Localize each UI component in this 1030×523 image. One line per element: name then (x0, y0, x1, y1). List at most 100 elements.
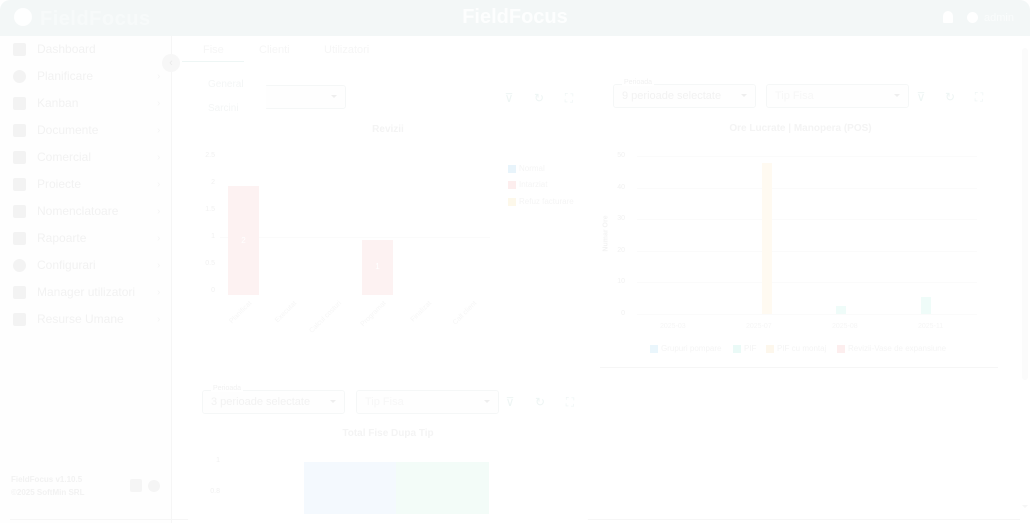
chevron-right-icon: › (157, 97, 161, 109)
tab-utilizatori[interactable]: Utilizatori (324, 44, 370, 56)
x-tick: Finalizat (409, 300, 433, 324)
revizii-type-select[interactable] (264, 85, 346, 109)
bar-type-2[interactable] (396, 462, 489, 514)
perioada-select[interactable]: Perioada 9 perioade selectate (613, 79, 756, 108)
chevron-right-icon: › (157, 313, 161, 325)
filter-off-icon[interactable]: ⊽ (504, 91, 514, 105)
perioada-select[interactable]: Perioada 3 perioade selectate (202, 385, 345, 414)
ore-lucrate-card: Perioada 9 perioade selectate Tip Fisa ⊽… (603, 70, 998, 366)
docs-icon[interactable] (130, 479, 142, 492)
legend-item-revizii-vase[interactable]: Revizii-Vase de expansiune (837, 344, 946, 353)
sidebar-item-kanban[interactable]: Kanban › (0, 90, 172, 116)
tab-fise[interactable]: Fise (203, 44, 224, 56)
legend-swatch (508, 197, 516, 206)
legend-item-pif-cu-montaj[interactable]: PIF cu montaj (766, 344, 826, 353)
user-name[interactable]: admin (984, 12, 1014, 24)
chevron-right-icon: › (157, 286, 161, 298)
invoice-icon (13, 151, 26, 164)
y-tick: 0.8 (210, 488, 220, 495)
menu-item-general[interactable]: General (208, 79, 244, 90)
tip-fisa-select[interactable]: Tip Fisa (766, 84, 909, 108)
y-tick: 30 (617, 215, 625, 222)
bar-planificat-intarziat[interactable]: 2 (228, 186, 259, 295)
sidebar-item-documente[interactable]: Documente › (0, 117, 172, 143)
collapse-sidebar-button[interactable]: ‹ (162, 54, 180, 72)
active-tab-indicator (182, 61, 244, 62)
sidebar-item-label: Kanban (37, 96, 79, 110)
sidebar-item-planificare[interactable]: Planificare › (0, 63, 172, 89)
top-bar: FieldFocus FieldFocus admin (0, 0, 1030, 36)
chevron-down-icon (484, 400, 490, 403)
x-tick: 2025-08 (832, 323, 858, 330)
fullscreen-icon[interactable]: ⛶ (564, 91, 574, 105)
legend-item-refuz-facturare[interactable]: Refuz facturare (508, 197, 574, 206)
filter-off-icon[interactable]: ⊽ (916, 90, 926, 104)
bar-chart-icon (13, 232, 26, 245)
sidebar-item-nomenclatoare[interactable]: Nomenclatoare › (0, 198, 172, 224)
app-title: FieldFocus (462, 6, 568, 28)
sidebar-item-label: Proiecte (37, 177, 82, 191)
fullscreen-icon[interactable]: ⛶ (565, 395, 575, 409)
sidebar-item-resurse-umane[interactable]: Resurse Umane › (0, 306, 172, 332)
sidebar-item-dashboard[interactable]: Dashboard (0, 36, 172, 62)
sidebar-item-rapoarte[interactable]: Rapoarte › (0, 225, 172, 251)
chevron-right-icon: › (157, 259, 161, 271)
bar-2025-11-pif[interactable] (921, 297, 931, 314)
team-icon (13, 313, 26, 326)
sidebar-item-manager-utilizatori[interactable]: Manager utilizatori › (0, 279, 172, 305)
user-avatar-icon[interactable] (967, 12, 978, 23)
chevron-right-icon: › (157, 151, 161, 163)
bell-icon[interactable] (943, 11, 953, 23)
y-tick: 40 (617, 184, 625, 191)
x-tick: Executat (273, 300, 298, 325)
chart-title: Revizii (372, 124, 404, 135)
y-tick: 1 (211, 233, 215, 240)
sidebar: Dashboard Planificare › Kanban › Documen… (0, 36, 172, 523)
bar-programat-intarziat[interactable]: 1 (362, 240, 393, 295)
legend-item-pif[interactable]: PIF (733, 344, 756, 353)
page-scrollbar[interactable] (1022, 48, 1028, 380)
tip-fisa-select[interactable]: Tip Fisa (356, 390, 499, 414)
refresh-icon[interactable]: ↻ (534, 395, 546, 409)
tab-clienti[interactable]: Clienti (259, 44, 290, 56)
gridline (637, 314, 977, 315)
sidebar-item-proiecte[interactable]: Proiecte › (0, 171, 172, 197)
x-tick: 2025-07 (746, 323, 772, 330)
y-tick: 0 (211, 287, 215, 294)
legend-item-intarziat[interactable]: Intarziat (508, 180, 547, 189)
sidebar-item-label: Manager utilizatori (37, 285, 136, 299)
chart-type-dropdown-menu: General Sarcini (196, 70, 266, 124)
bar-2025-07-pif-cu-montaj[interactable] (762, 163, 772, 314)
sidebar-item-configurari[interactable]: Configurari › (0, 252, 172, 278)
fullscreen-icon[interactable]: ⛶ (974, 90, 984, 104)
menu-item-sarcini[interactable]: Sarcini (208, 103, 239, 114)
logo-text: FieldFocus (40, 8, 151, 30)
sidebar-item-label: Planificare (37, 69, 94, 83)
gridline (637, 251, 977, 252)
filter-off-icon[interactable]: ⊽ (505, 395, 515, 409)
refresh-icon[interactable]: ↻ (944, 90, 956, 104)
legend-swatch (733, 344, 741, 353)
chevron-down-icon (894, 94, 900, 97)
kanban-icon (13, 97, 26, 110)
copyright: ©2025 SoftMin SRL (11, 488, 85, 497)
x-tick: Programat (359, 300, 388, 329)
scroll-down-arrow-icon[interactable] (1022, 505, 1028, 508)
settings-gear-icon[interactable] (148, 480, 160, 492)
chart-title: Ore Lucrate | Manopera (POS) (729, 123, 872, 134)
legend-item-grupuri-pompare[interactable]: Grupuri pompare (650, 344, 721, 353)
refresh-icon[interactable]: ↻ (533, 91, 545, 105)
chevron-right-icon: › (157, 205, 161, 217)
bar-2025-08-pif[interactable] (836, 306, 846, 314)
sidebar-item-label: Documente (37, 123, 99, 137)
bar-type-1[interactable] (304, 462, 396, 514)
x-tick: Call client (451, 300, 478, 327)
chart-title: Total Fise Dupa Tip (342, 428, 434, 439)
legend-item-normal[interactable]: Normal (508, 164, 545, 173)
x-tick: Planificat (227, 300, 253, 326)
sidebar-item-comercial[interactable]: Comercial › (0, 144, 172, 170)
gridline (637, 282, 977, 283)
chevron-left-icon: ‹ (169, 57, 173, 69)
gridline (637, 219, 977, 220)
